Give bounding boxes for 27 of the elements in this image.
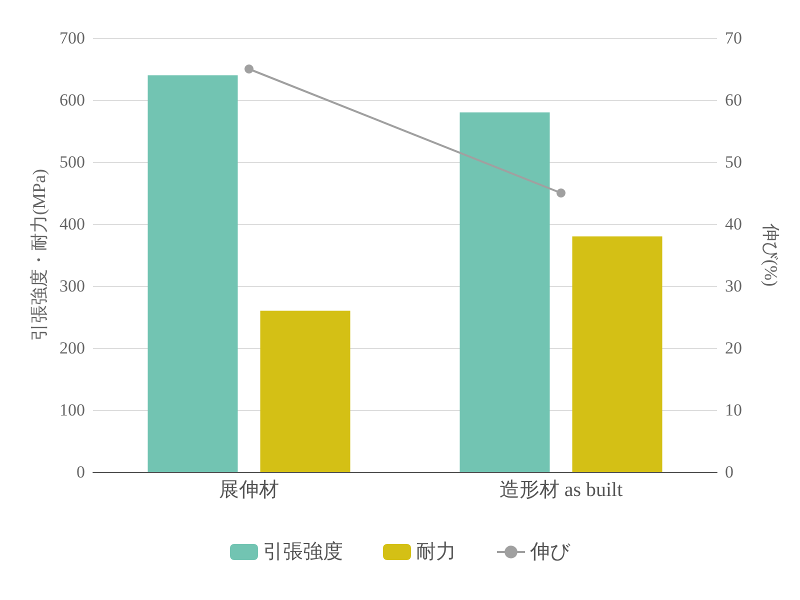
bar	[572, 236, 662, 472]
y-tick-label: 700	[60, 28, 85, 48]
y-tick-label: 300	[60, 276, 85, 296]
x-tick-label: 造形材 as built	[499, 479, 624, 501]
y2-tick-label: 60	[725, 90, 742, 110]
y-tick-label: 0	[76, 462, 85, 482]
y2-tick-label: 0	[725, 462, 734, 482]
y-tick-label: 400	[60, 214, 85, 234]
legend-label: 引張強度	[263, 541, 343, 563]
y-tick-label: 100	[60, 400, 85, 420]
bar	[148, 75, 238, 472]
y2-tick-label: 20	[725, 338, 742, 358]
y-tick-label: 200	[60, 338, 85, 358]
y2-tick-label: 10	[725, 400, 742, 420]
y2-tick-label: 70	[725, 28, 742, 48]
y-tick-label: 600	[60, 90, 85, 110]
y2-tick-label: 50	[725, 152, 742, 172]
y-tick-label: 500	[60, 152, 85, 172]
x-tick-label: 展伸材	[219, 479, 279, 501]
y2-tick-label: 40	[725, 214, 742, 234]
legend-label: 伸び	[529, 541, 571, 563]
legend-label: 耐力	[416, 541, 456, 563]
bar	[260, 310, 350, 472]
y2-axis-title: 伸び(%)	[761, 222, 781, 286]
y-axis-title: 引張強度・耐力(MPa)	[29, 169, 49, 341]
y2-tick-label: 30	[725, 276, 742, 296]
bar	[460, 112, 550, 472]
